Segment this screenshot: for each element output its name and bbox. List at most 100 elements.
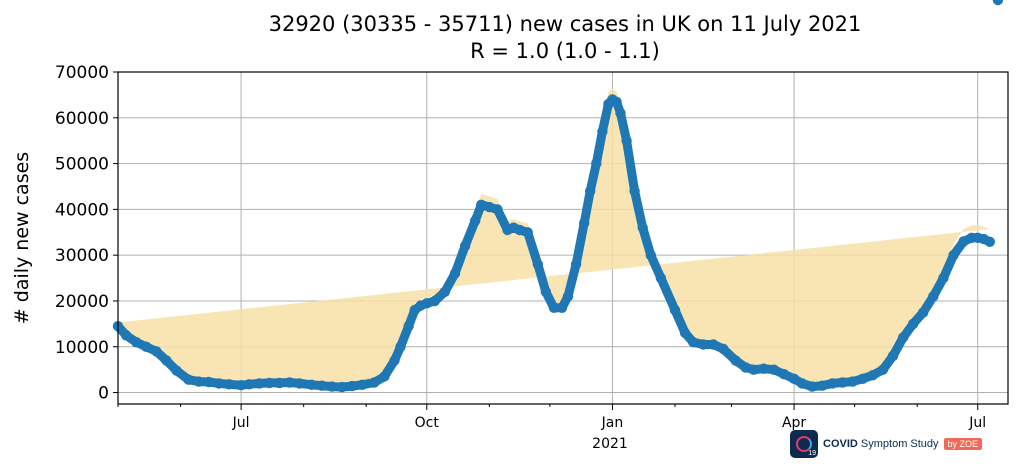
data-point — [389, 355, 400, 366]
data-point — [938, 272, 949, 284]
data-point — [597, 126, 608, 137]
x-axis: Jul Oct Jan Apr Jul — [117, 404, 986, 431]
data-point — [336, 381, 348, 393]
data-point — [183, 374, 194, 385]
data-point — [357, 379, 368, 390]
data-point — [637, 222, 648, 233]
data-point — [346, 380, 358, 392]
data-point — [897, 332, 909, 343]
data-point — [284, 377, 295, 388]
data-point — [817, 380, 828, 391]
y-tick-label: 0 — [98, 384, 109, 404]
data-point — [984, 236, 995, 247]
data-point — [540, 286, 551, 297]
data-point — [887, 350, 899, 362]
band-area — [118, 88, 990, 387]
data-point — [688, 337, 699, 348]
data-point — [867, 370, 878, 381]
data-point — [611, 96, 622, 108]
data-point — [294, 378, 305, 389]
data-point — [449, 268, 461, 279]
data-point — [807, 381, 818, 392]
data-point — [730, 355, 741, 366]
y-tick-label: 60000 — [55, 109, 109, 129]
plot-frame — [117, 71, 1009, 405]
data-point — [708, 339, 719, 350]
data-point — [476, 199, 487, 210]
data-point — [579, 217, 590, 229]
x-year-label: 2021 — [592, 436, 628, 452]
y-tick-label: 70000 — [55, 63, 109, 83]
data-point — [514, 224, 525, 236]
data-point — [778, 369, 790, 380]
x-tick-label: Jul — [232, 415, 250, 431]
data-point — [918, 307, 929, 318]
data-point — [877, 364, 889, 375]
data-point — [235, 380, 247, 391]
y-tick-label: 40000 — [55, 200, 109, 220]
data-point — [758, 363, 769, 374]
data-point — [928, 291, 939, 302]
data-point — [141, 341, 152, 352]
data-point — [570, 259, 582, 270]
y-tick-label: 30000 — [55, 246, 109, 266]
data-point — [629, 185, 640, 197]
x-tick-label: Apr — [782, 415, 806, 431]
data-point — [459, 240, 471, 252]
y-axis-label: # daily new cases — [11, 152, 33, 324]
data-point — [264, 377, 275, 389]
data-point — [379, 371, 390, 382]
data-point — [748, 364, 759, 375]
data-point — [223, 379, 235, 390]
covid-symptom-study-logo: 19 COVID Symptom Study by ZOE — [790, 430, 983, 458]
data-point — [585, 185, 596, 197]
data-point — [591, 158, 602, 169]
data-point — [369, 377, 380, 388]
y-axis: 0 10000 20000 30000 40000 50000 60000 70000 — [55, 63, 118, 404]
data-point — [796, 378, 808, 389]
data-point — [492, 204, 503, 215]
y-tick-label: 20000 — [55, 292, 109, 312]
logo-wordmark: COVID Symptom Study — [823, 438, 939, 450]
data-point — [161, 355, 172, 366]
x-tick-label: Jul — [968, 415, 986, 431]
data-point — [548, 302, 560, 313]
data-point — [992, 0, 1004, 6]
data-point — [718, 343, 729, 355]
data-point — [131, 337, 142, 348]
data-point — [316, 380, 327, 391]
c19-badge-icon: 19 — [790, 430, 818, 458]
data-point — [254, 378, 265, 389]
data-point — [907, 318, 919, 330]
data-point — [621, 135, 632, 146]
chart-title-line2: R = 1.0 (1.0 - 1.1) — [470, 39, 660, 63]
data-point — [395, 341, 406, 352]
data-point — [213, 378, 225, 389]
data-point — [958, 236, 969, 247]
data-point — [484, 201, 495, 213]
data-point — [655, 272, 667, 284]
data-point — [740, 362, 751, 373]
x-tick-label: Jan — [601, 415, 624, 431]
data-point — [827, 378, 838, 389]
data-point — [948, 250, 959, 261]
data-point — [120, 330, 132, 341]
data-point — [439, 286, 451, 297]
data-point — [669, 304, 681, 316]
data-point — [522, 227, 533, 238]
zoe-badge: by ZOE — [943, 438, 983, 450]
chart-title-line1: 32920 (30335 - 35711) new cases in UK on… — [269, 12, 862, 36]
data-point — [193, 376, 204, 387]
data-point — [151, 346, 162, 357]
data-point — [679, 327, 691, 339]
data-point — [274, 377, 285, 389]
data-points — [112, 0, 1004, 393]
data-point — [532, 259, 543, 270]
data-point — [556, 302, 568, 313]
data-point — [171, 365, 182, 376]
data-point — [837, 377, 848, 388]
data-point — [562, 291, 574, 302]
data-point — [847, 376, 858, 387]
data-point — [857, 373, 868, 384]
